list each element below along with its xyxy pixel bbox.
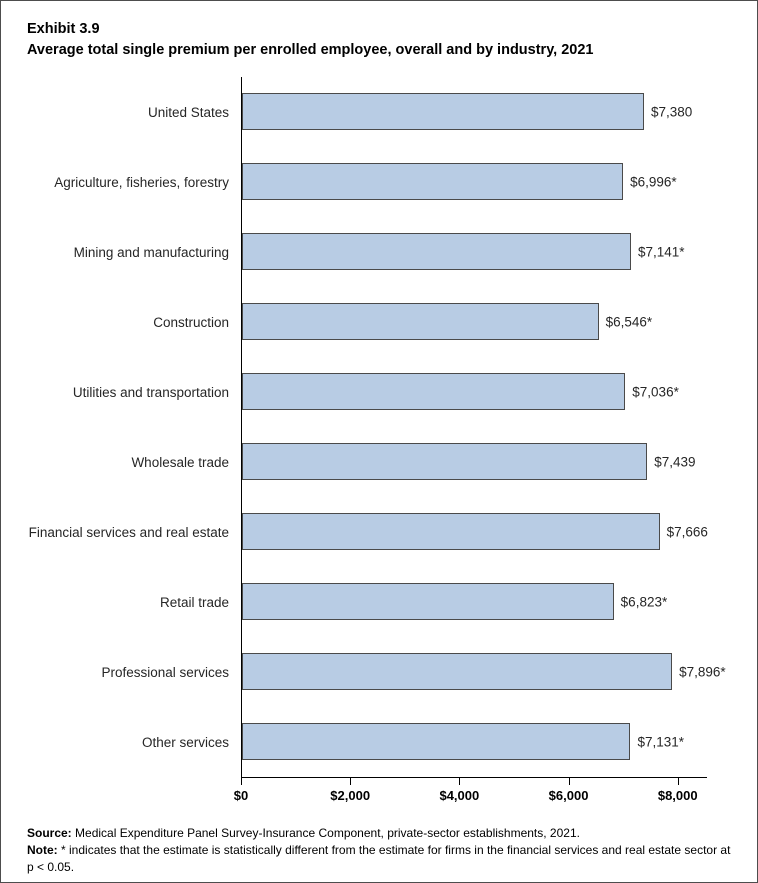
- category-label: Mining and manufacturing: [73, 244, 229, 260]
- bar-chart: United States $7,380 Agriculture, fisherie…: [1, 77, 757, 811]
- bar: [242, 373, 626, 411]
- category-label: Construction: [153, 314, 229, 330]
- bar-value-label: $7,666: [666, 524, 708, 540]
- source-label: Source:: [27, 826, 72, 841]
- axis-tick-label: $6,000: [548, 788, 589, 804]
- bar-value-label: $7,131*: [637, 734, 684, 750]
- bar-row: Construction $6,546*: [19, 287, 707, 358]
- category-label: Wholesale trade: [131, 454, 229, 470]
- axis-spacer: [19, 777, 241, 811]
- bar-track: $6,546*: [241, 287, 707, 358]
- bar-row: Mining and manufacturing $7,141*: [19, 217, 707, 288]
- chart-title-block: Exhibit 3.9 Average total single premium…: [1, 1, 757, 61]
- axis-tick-label: $0: [233, 788, 249, 804]
- category-label: United States: [147, 104, 229, 120]
- bar: [242, 93, 645, 131]
- bar-row: Professional services $7,896*: [19, 637, 726, 708]
- x-axis-track: $0 $2,000 $4,000 $6,000 $8,000: [234, 777, 707, 811]
- exhibit-number: Exhibit 3.9: [27, 21, 100, 37]
- note-label: Note:: [27, 842, 58, 857]
- bar: [242, 443, 648, 481]
- bar: [242, 653, 673, 691]
- bar-row: United States $7,380: [19, 77, 707, 148]
- bar-row: Other services $7,131*: [19, 707, 707, 778]
- bar: [242, 303, 599, 341]
- source-text: Medical Expenditure Panel Survey-Insuran…: [71, 826, 580, 841]
- note-line: Note: * indicates that the estimate is s…: [27, 842, 731, 876]
- axis-tick: [350, 778, 352, 786]
- bar-value-label: $7,380: [651, 104, 693, 120]
- bar-row: Agriculture, fisheries, forestry $6,996*: [19, 147, 707, 218]
- bar-track: $7,666: [241, 497, 708, 568]
- bar-row: Utilities and transportation $7,036*: [19, 357, 707, 428]
- axis-tick: [677, 778, 679, 786]
- x-axis: $0 $2,000 $4,000 $6,000 $8,000: [19, 777, 707, 811]
- category-label: Agriculture, fisheries, forestry: [54, 174, 229, 190]
- bar-value-label: $6,546*: [605, 314, 653, 330]
- bar-track: $7,131*: [241, 707, 707, 778]
- category-label: Professional services: [101, 664, 229, 680]
- axis-tick: [459, 778, 461, 786]
- bar-track: $7,141*: [241, 217, 707, 288]
- axis-tick-label: $2,000: [330, 788, 371, 804]
- bar-track: $7,439: [241, 427, 707, 498]
- bar-rows: United States $7,380 Agriculture, fisherie…: [19, 77, 726, 778]
- bar-value-label: $6,996*: [630, 174, 677, 190]
- source-line: Source: Medical Expenditure Panel Survey…: [27, 825, 731, 842]
- chart-title: Average total single premium per enrolle…: [27, 42, 594, 59]
- axis-tick-label: $8,000: [657, 788, 698, 804]
- bar-value-label: $7,141*: [638, 244, 685, 260]
- bar-track: $7,896*: [241, 637, 726, 708]
- bar-value-label: $6,823*: [620, 594, 668, 610]
- bar-track: $7,380: [241, 77, 707, 148]
- note-text: * indicates that the estimate is statist…: [27, 842, 731, 874]
- bar: [242, 723, 631, 761]
- bar-track: $6,996*: [241, 147, 707, 218]
- bar-row: Retail trade $6,823*: [19, 567, 707, 638]
- bar-row: Financial services and real estate $7,666: [19, 497, 708, 568]
- bar-value-label: $7,439: [654, 454, 696, 470]
- bar: [242, 513, 660, 551]
- bar-value-label: $7,896*: [679, 664, 726, 680]
- bar-track: $6,823*: [241, 567, 707, 638]
- bar-track: $7,036*: [241, 357, 707, 428]
- bar: [242, 233, 631, 271]
- axis-tick-label: $4,000: [439, 788, 480, 804]
- bar-row: Wholesale trade $7,439: [19, 427, 707, 498]
- axis-tick: [241, 778, 242, 786]
- category-label: Other services: [141, 734, 229, 750]
- bar: [242, 583, 614, 621]
- category-label: Utilities and transportation: [72, 384, 229, 400]
- bar: [242, 163, 624, 201]
- chart-footer: Source: Medical Expenditure Panel Survey…: [1, 811, 757, 875]
- category-label: Retail trade: [159, 594, 229, 610]
- category-label: Financial services and real estate: [28, 524, 229, 540]
- axis-tick: [568, 778, 570, 786]
- bar-value-label: $7,036*: [632, 384, 679, 400]
